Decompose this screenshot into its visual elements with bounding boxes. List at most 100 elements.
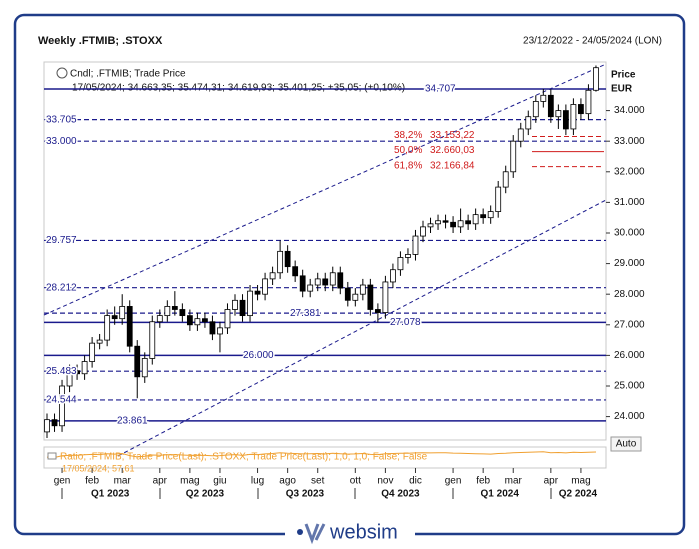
ratio-last: 17/05/2024; 57,61 (62, 463, 135, 473)
candle-body (111, 315, 118, 320)
x-tick-label: feb (476, 476, 490, 487)
quarter-label: Q2 2023 (186, 489, 225, 500)
candle-body (352, 293, 359, 301)
auto-button-label[interactable]: Auto (616, 439, 637, 450)
fib-pct: 38,2% (394, 130, 422, 141)
candle-body (299, 275, 306, 292)
candle-body (284, 250, 291, 268)
candle-body (374, 309, 381, 313)
candle-body (420, 226, 426, 237)
candle-body (517, 128, 524, 142)
candle-body (329, 272, 336, 286)
candle-body (585, 89, 592, 115)
candle-body (367, 284, 374, 310)
legend-title: Cndl; .FTMIB; Trade Price (70, 69, 186, 80)
ratio-panel (43, 446, 607, 469)
candle-body (532, 101, 539, 118)
x-tick-label: ott (350, 476, 361, 487)
candle-body (397, 257, 404, 271)
candle-body (555, 110, 562, 118)
candle-body (119, 306, 126, 320)
candle-body (232, 299, 238, 310)
candle-body (593, 67, 599, 91)
candle-body (149, 321, 156, 359)
channel-upper (43, 63, 607, 316)
candle-body (450, 221, 456, 228)
candle-body (547, 94, 554, 118)
candle-body (74, 370, 80, 375)
y-tick-label: 27.000 (614, 319, 645, 330)
candle-body (510, 140, 517, 173)
candle-body (495, 186, 502, 212)
quarter-label: Q1 2024 (481, 489, 520, 500)
plot-area (43, 61, 607, 441)
candle-body (202, 318, 208, 323)
candle-body (562, 110, 569, 130)
candle-body (254, 290, 261, 295)
x-tick-label: mag (180, 476, 199, 487)
candle-body (194, 318, 201, 326)
candle-body (51, 419, 58, 427)
candle-body (186, 315, 193, 326)
candle-body (209, 321, 216, 335)
x-tick-label: dic (409, 476, 422, 487)
ratio-icon (47, 452, 57, 460)
logo-text: websim (329, 521, 398, 543)
level-label: 24.544 (46, 395, 77, 406)
x-tick-label: giu (213, 476, 226, 487)
candle-body (570, 104, 577, 130)
candle-body (44, 419, 50, 433)
candle-body (217, 327, 223, 335)
candle-body (277, 250, 284, 274)
candle-body (480, 214, 487, 219)
level-label: 25.483 (46, 366, 77, 377)
quarter-label: Q1 2023 (91, 489, 130, 500)
candle-body (307, 284, 314, 292)
candle-body (540, 94, 547, 102)
level-label: 34.707 (425, 84, 456, 95)
candle-body (472, 214, 479, 225)
y-tick-label: 24.000 (614, 411, 645, 422)
y-tick-label: 31.000 (614, 197, 645, 208)
ratio-line (46, 451, 597, 459)
quarter-label: Q3 2023 (286, 489, 325, 500)
y-tick-label: 33.000 (614, 136, 645, 147)
x-tick-label: mar (114, 476, 132, 487)
candle-body (262, 278, 268, 295)
quarter-label: Q2 2024 (559, 489, 598, 500)
candle-body (156, 315, 163, 323)
y-tick-label: 28.000 (614, 289, 645, 300)
candle-body (171, 306, 178, 310)
fib-pct: 61,8% (394, 160, 422, 171)
candle-body (164, 306, 171, 317)
x-tick-label: gen (445, 476, 462, 487)
x-tick-label: gen (54, 476, 71, 487)
candle-body (457, 220, 464, 228)
candle-body (224, 309, 231, 329)
auto-button[interactable] (610, 436, 642, 452)
candle-body (337, 272, 344, 289)
y-tick-label: 30.000 (614, 228, 645, 239)
legend-icon (56, 67, 68, 79)
x-tick-label: mag (571, 476, 590, 487)
fib-pct: 50,0% (394, 145, 422, 156)
fib-label: 32.660,03 (430, 145, 475, 156)
candle-body (465, 220, 472, 225)
legend-values: 17/05/2024; 34.663,35; 35.474,31; 34.619… (72, 83, 405, 94)
candle-body (104, 315, 111, 341)
candle-body (247, 290, 253, 317)
level-label: 26.000 (243, 350, 274, 361)
level-label: 33.000 (46, 136, 77, 147)
candle-body (134, 345, 141, 378)
quarter-label: Q4 2023 (381, 489, 420, 500)
candle-body (314, 278, 321, 286)
logo-mark (304, 523, 326, 545)
candle-body (81, 361, 88, 375)
candle-body (269, 272, 276, 280)
candle-body (578, 104, 584, 115)
logo-dot (297, 529, 303, 535)
y-tick-label: 29.000 (614, 258, 645, 269)
ratio-label: Ratio; .FTMIB; Trade Price(Last); .STOXX… (60, 452, 428, 463)
candle-body (179, 309, 186, 317)
